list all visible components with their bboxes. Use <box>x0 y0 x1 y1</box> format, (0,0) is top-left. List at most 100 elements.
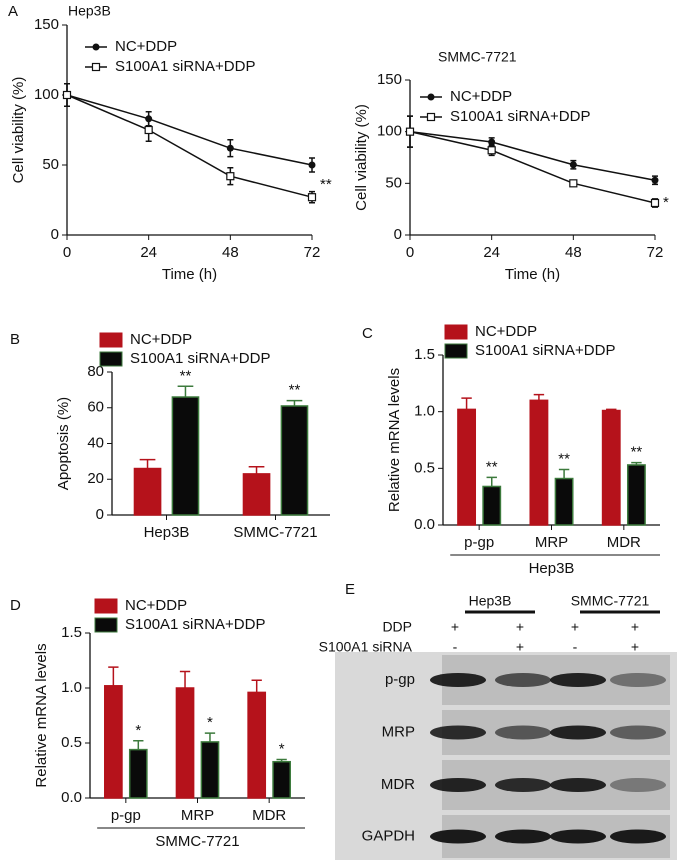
protein-label: MRP <box>382 723 415 740</box>
condition-mark: + <box>571 619 579 635</box>
marker <box>487 146 496 155</box>
annotation: ** <box>320 176 332 193</box>
protein-label: GAPDH <box>362 827 415 844</box>
x-tick-label: 24 <box>140 244 157 261</box>
error-bar <box>631 461 642 465</box>
blot-band <box>610 829 666 844</box>
x-axis-label: Time (h) <box>505 266 560 283</box>
error-bar <box>486 476 497 487</box>
error-bar <box>139 458 156 469</box>
x-tick-label: MRP <box>535 534 568 551</box>
blot-band <box>495 778 551 792</box>
condition-mark: - <box>573 639 578 655</box>
marker <box>651 176 659 184</box>
y-tick-label: 0 <box>96 506 104 523</box>
legend-label: NC+DDP <box>130 331 192 348</box>
blot-band <box>495 829 551 844</box>
y-tick-label: 1.5 <box>414 346 435 363</box>
legend-swatch <box>99 332 123 348</box>
error-bar <box>286 399 303 406</box>
marker <box>488 138 496 146</box>
annotation: ** <box>631 444 643 461</box>
x-axis-label: Time (h) <box>162 266 217 283</box>
error-bar <box>276 758 287 762</box>
bar <box>104 685 123 799</box>
y-tick-label: 1.5 <box>61 624 82 641</box>
legend-label: S100A1 siRNA+DDP <box>475 342 615 359</box>
legend-marker <box>426 112 436 122</box>
y-tick-label: 20 <box>87 470 104 487</box>
y-tick-label: 1.0 <box>61 679 82 696</box>
error-bar <box>248 465 265 474</box>
marker <box>144 125 153 135</box>
error-bar <box>533 393 545 401</box>
marker <box>307 193 317 202</box>
bar <box>133 467 162 516</box>
x-tick-label: p-gp <box>464 534 494 551</box>
blot-band <box>550 829 606 844</box>
blot-band <box>495 725 551 740</box>
error-bar <box>108 666 119 686</box>
annotation: ** <box>558 450 570 467</box>
condition-mark: - <box>453 639 458 655</box>
y-tick-label: 60 <box>87 399 104 416</box>
error-bar <box>179 670 191 688</box>
panel-label: D <box>10 597 21 614</box>
bar <box>601 409 621 526</box>
error-bar <box>606 408 617 411</box>
legend-label: NC+DDP <box>115 38 177 55</box>
blot-band <box>430 673 486 687</box>
group-label: SMMC-7721 <box>155 833 239 850</box>
annotation: ** <box>180 367 192 384</box>
blot-band <box>430 778 486 792</box>
bar <box>626 464 646 526</box>
condition-label: DDP <box>382 619 412 635</box>
y-tick-label: 0.0 <box>414 516 435 533</box>
bar <box>242 473 271 516</box>
blot-band <box>610 673 666 687</box>
bar <box>200 741 220 799</box>
panel-label: A <box>8 3 18 20</box>
blot-band <box>550 673 606 687</box>
protein-label: p-gp <box>385 671 415 688</box>
x-tick-label: SMMC-7721 <box>233 524 317 541</box>
legend-label: S100A1 siRNA+DDP <box>130 350 270 367</box>
y-tick-label: 80 <box>87 363 104 380</box>
y-tick-label: 50 <box>385 174 402 191</box>
x-tick-label: MRP <box>181 807 214 824</box>
bar <box>554 477 574 526</box>
x-tick-label: 24 <box>483 244 500 261</box>
x-tick-label: 0 <box>63 244 71 261</box>
bar <box>175 687 195 799</box>
bar <box>272 760 291 799</box>
legend-swatch <box>444 343 468 359</box>
bar <box>171 396 200 516</box>
group-label: Hep3B <box>469 593 512 609</box>
y-axis-label: Relative mRNA levels <box>33 643 50 787</box>
line <box>66 94 313 198</box>
y-tick-label: 100 <box>377 123 402 140</box>
x-tick-label: 0 <box>406 244 414 261</box>
marker <box>569 179 578 188</box>
bar <box>128 748 148 799</box>
bar <box>247 691 267 799</box>
legend-marker <box>91 62 101 72</box>
line <box>66 94 313 166</box>
x-tick-label: 48 <box>222 244 239 261</box>
marker <box>405 127 415 136</box>
y-tick-label: 150 <box>34 16 59 33</box>
group-label: SMMC-7721 <box>571 593 650 609</box>
y-tick-label: 40 <box>87 434 104 451</box>
bar <box>482 485 502 526</box>
y-tick-label: 150 <box>377 71 402 88</box>
error-bar <box>133 740 144 750</box>
legend-label: NC+DDP <box>450 88 512 105</box>
error-bar <box>204 732 216 742</box>
legend-label: S100A1 siRNA+DDP <box>125 616 265 633</box>
marker <box>650 198 660 208</box>
y-tick-label: 0 <box>51 226 59 243</box>
blot-band <box>550 778 606 792</box>
x-tick-label: p-gp <box>111 807 141 824</box>
condition-label: S100A1 siRNA <box>319 639 413 655</box>
line <box>409 130 656 204</box>
